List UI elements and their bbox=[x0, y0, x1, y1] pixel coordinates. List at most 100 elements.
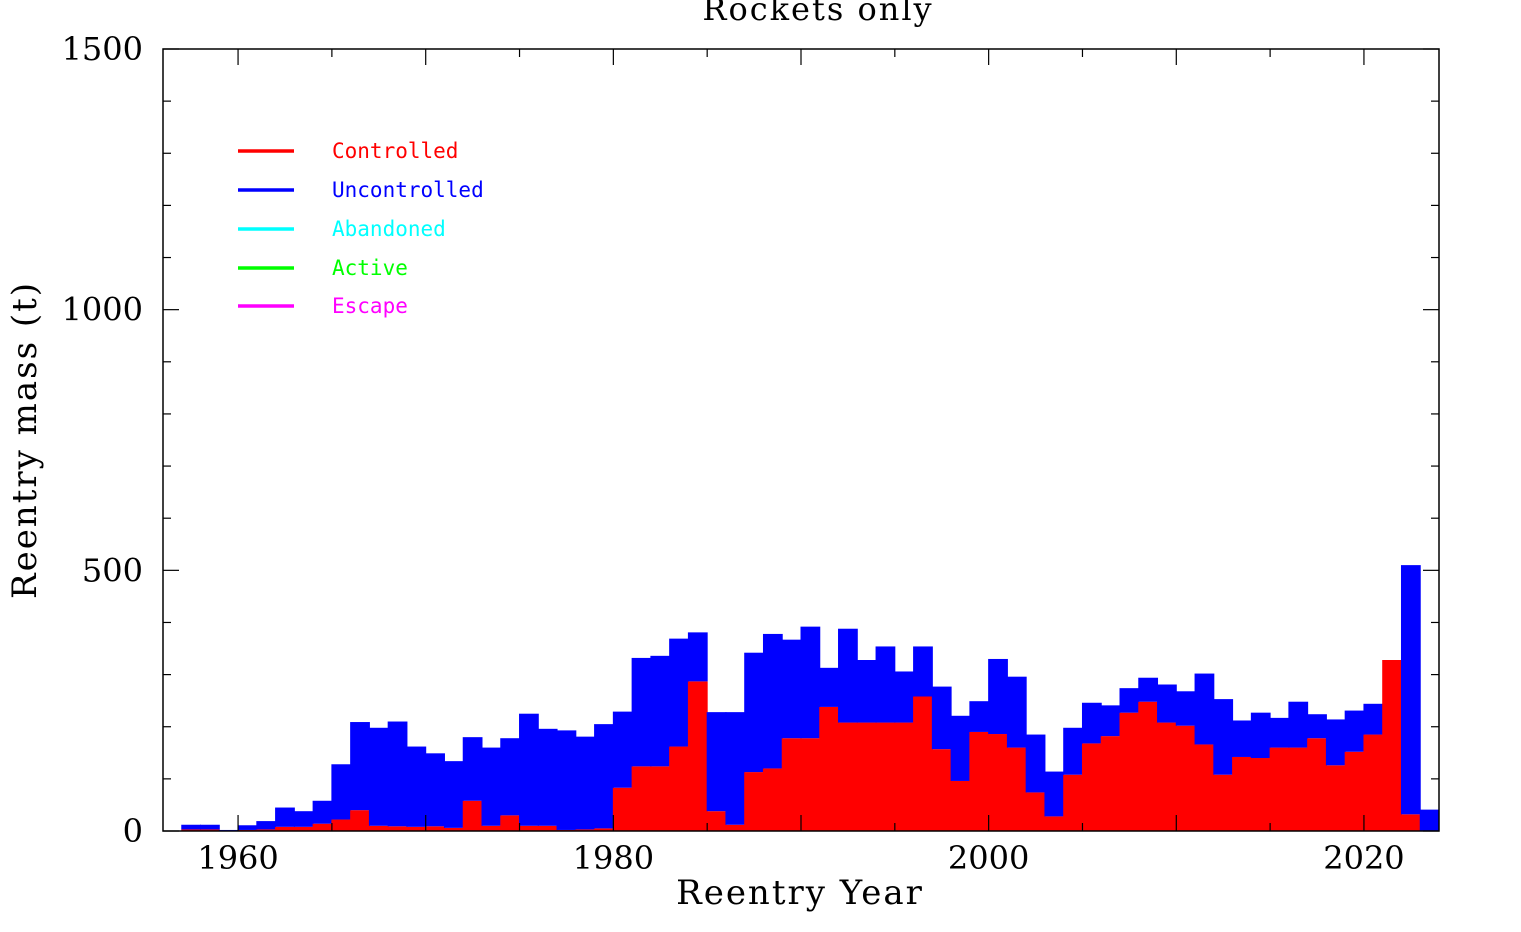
y-axis-label: Reentry mass (t) bbox=[5, 281, 45, 599]
bar-controlled-1971 bbox=[443, 827, 464, 831]
bar-controlled-2018 bbox=[1325, 765, 1346, 831]
bar-controlled-1978 bbox=[575, 829, 596, 831]
bar-uncontrolled-1981 bbox=[631, 657, 652, 767]
bar-uncontrolled-1996 bbox=[913, 646, 933, 697]
bar-uncontrolled-2005 bbox=[1081, 702, 1102, 744]
bar-controlled-2008 bbox=[1138, 701, 1159, 831]
bar-uncontrolled-2022 bbox=[1400, 565, 1421, 815]
bar-uncontrolled-1961 bbox=[256, 821, 277, 830]
bar-uncontrolled-1958 bbox=[200, 824, 220, 830]
bar-uncontrolled-1957 bbox=[181, 824, 202, 830]
bar-uncontrolled-2018 bbox=[1325, 719, 1346, 766]
bar-uncontrolled-2013 bbox=[1232, 720, 1252, 757]
bar-controlled-1965 bbox=[331, 819, 352, 831]
bar-uncontrolled-2015 bbox=[1269, 717, 1290, 748]
legend-label-active: Active bbox=[332, 256, 408, 280]
bar-uncontrolled-1984 bbox=[687, 632, 708, 682]
bar-uncontrolled-1983 bbox=[669, 638, 689, 747]
bar-controlled-1983 bbox=[669, 746, 689, 831]
legend-label-escape: Escape bbox=[332, 294, 408, 318]
bar-uncontrolled-1985 bbox=[706, 712, 727, 812]
bar-uncontrolled-1960 bbox=[237, 825, 258, 830]
bar-controlled-2001 bbox=[1006, 747, 1027, 831]
bar-uncontrolled-1970 bbox=[425, 753, 445, 827]
bar-uncontrolled-1966 bbox=[350, 722, 370, 811]
bar-controlled-1990 bbox=[800, 738, 821, 831]
bar-uncontrolled-1991 bbox=[819, 667, 840, 707]
bar-controlled-2013 bbox=[1232, 756, 1252, 831]
bar-uncontrolled-1999 bbox=[969, 701, 990, 732]
bar-controlled-1999 bbox=[969, 731, 990, 831]
bar-uncontrolled-2006 bbox=[1100, 705, 1121, 737]
bar-controlled-2020 bbox=[1363, 734, 1384, 831]
bar-controlled-1998 bbox=[950, 780, 971, 831]
bar-uncontrolled-1980 bbox=[612, 711, 633, 788]
bar-uncontrolled-1978 bbox=[575, 736, 596, 830]
bar-uncontrolled-1998 bbox=[950, 715, 971, 781]
bar-uncontrolled-2003 bbox=[1044, 771, 1065, 817]
y-tick-label: 0 bbox=[123, 812, 143, 850]
bar-uncontrolled-2023 bbox=[1419, 809, 1440, 831]
bar-uncontrolled-1994 bbox=[875, 646, 896, 723]
bar-uncontrolled-1987 bbox=[744, 652, 764, 773]
bar-uncontrolled-2011 bbox=[1194, 673, 1215, 745]
bar-controlled-2006 bbox=[1100, 736, 1121, 831]
bar-controlled-1996 bbox=[913, 696, 933, 831]
bar-controlled-1964 bbox=[312, 823, 333, 831]
bar-uncontrolled-1977 bbox=[556, 730, 577, 830]
bar-controlled-2019 bbox=[1344, 751, 1365, 831]
bar-controlled-1966 bbox=[350, 810, 370, 831]
bar-uncontrolled-2007 bbox=[1119, 688, 1140, 713]
bar-controlled-1991 bbox=[819, 706, 840, 831]
bar-uncontrolled-1972 bbox=[462, 737, 483, 801]
bar-uncontrolled-2019 bbox=[1344, 710, 1365, 752]
bar-controlled-2016 bbox=[1288, 747, 1309, 831]
bar-uncontrolled-2012 bbox=[1213, 699, 1234, 775]
x-tick-label: 1960 bbox=[197, 839, 278, 877]
bar-controlled-2003 bbox=[1044, 816, 1065, 831]
bar-controlled-1985 bbox=[706, 811, 727, 831]
bar-uncontrolled-1979 bbox=[594, 724, 614, 829]
bar-controlled-1986 bbox=[725, 824, 746, 831]
bar-controlled-2011 bbox=[1194, 744, 1215, 831]
bar-controlled-2005 bbox=[1081, 743, 1102, 831]
bar-uncontrolled-1990 bbox=[800, 626, 821, 739]
bar-controlled-1988 bbox=[762, 768, 783, 831]
bar-uncontrolled-1962 bbox=[275, 807, 295, 827]
bar-controlled-1973 bbox=[481, 825, 502, 831]
bar-controlled-1968 bbox=[387, 826, 408, 831]
bar-uncontrolled-1964 bbox=[312, 800, 333, 824]
bar-controlled-1989 bbox=[781, 738, 802, 831]
bar-uncontrolled-2009 bbox=[1157, 684, 1177, 723]
bar-controlled-1967 bbox=[368, 825, 389, 831]
bar-controlled-1993 bbox=[856, 722, 877, 831]
y-tick-label: 1000 bbox=[62, 291, 143, 329]
bar-controlled-2007 bbox=[1119, 712, 1140, 831]
bar-uncontrolled-1959 bbox=[218, 829, 239, 831]
y-tick-label: 500 bbox=[82, 551, 143, 589]
bar-controlled-1974 bbox=[500, 815, 521, 831]
legend-label-abandoned: Abandoned bbox=[332, 217, 446, 241]
bar-controlled-2012 bbox=[1213, 774, 1234, 831]
bar-controlled-2015 bbox=[1269, 747, 1290, 831]
bar-uncontrolled-2001 bbox=[1006, 676, 1027, 748]
bar-uncontrolled-2010 bbox=[1175, 691, 1196, 726]
x-tick-label: 2000 bbox=[948, 839, 1029, 877]
x-tick-label: 1980 bbox=[573, 839, 654, 877]
bar-uncontrolled-1993 bbox=[856, 660, 877, 723]
bar-controlled-1997 bbox=[931, 749, 952, 831]
bar-controlled-1982 bbox=[650, 766, 671, 831]
y-tick-label: 1500 bbox=[62, 30, 143, 68]
bar-uncontrolled-1975 bbox=[519, 713, 539, 826]
bar-uncontrolled-1963 bbox=[293, 811, 314, 827]
bar-uncontrolled-2008 bbox=[1138, 677, 1159, 702]
bar-uncontrolled-1971 bbox=[443, 761, 464, 828]
bar-controlled-1957 bbox=[181, 829, 202, 831]
bar-controlled-1975 bbox=[519, 825, 539, 831]
legend-label-uncontrolled: Uncontrolled bbox=[332, 178, 484, 202]
bar-uncontrolled-1969 bbox=[406, 746, 427, 827]
bar-uncontrolled-1995 bbox=[894, 671, 915, 723]
bar-controlled-1963 bbox=[293, 826, 314, 831]
bar-uncontrolled-2016 bbox=[1288, 701, 1309, 748]
bar-uncontrolled-2004 bbox=[1063, 727, 1083, 775]
